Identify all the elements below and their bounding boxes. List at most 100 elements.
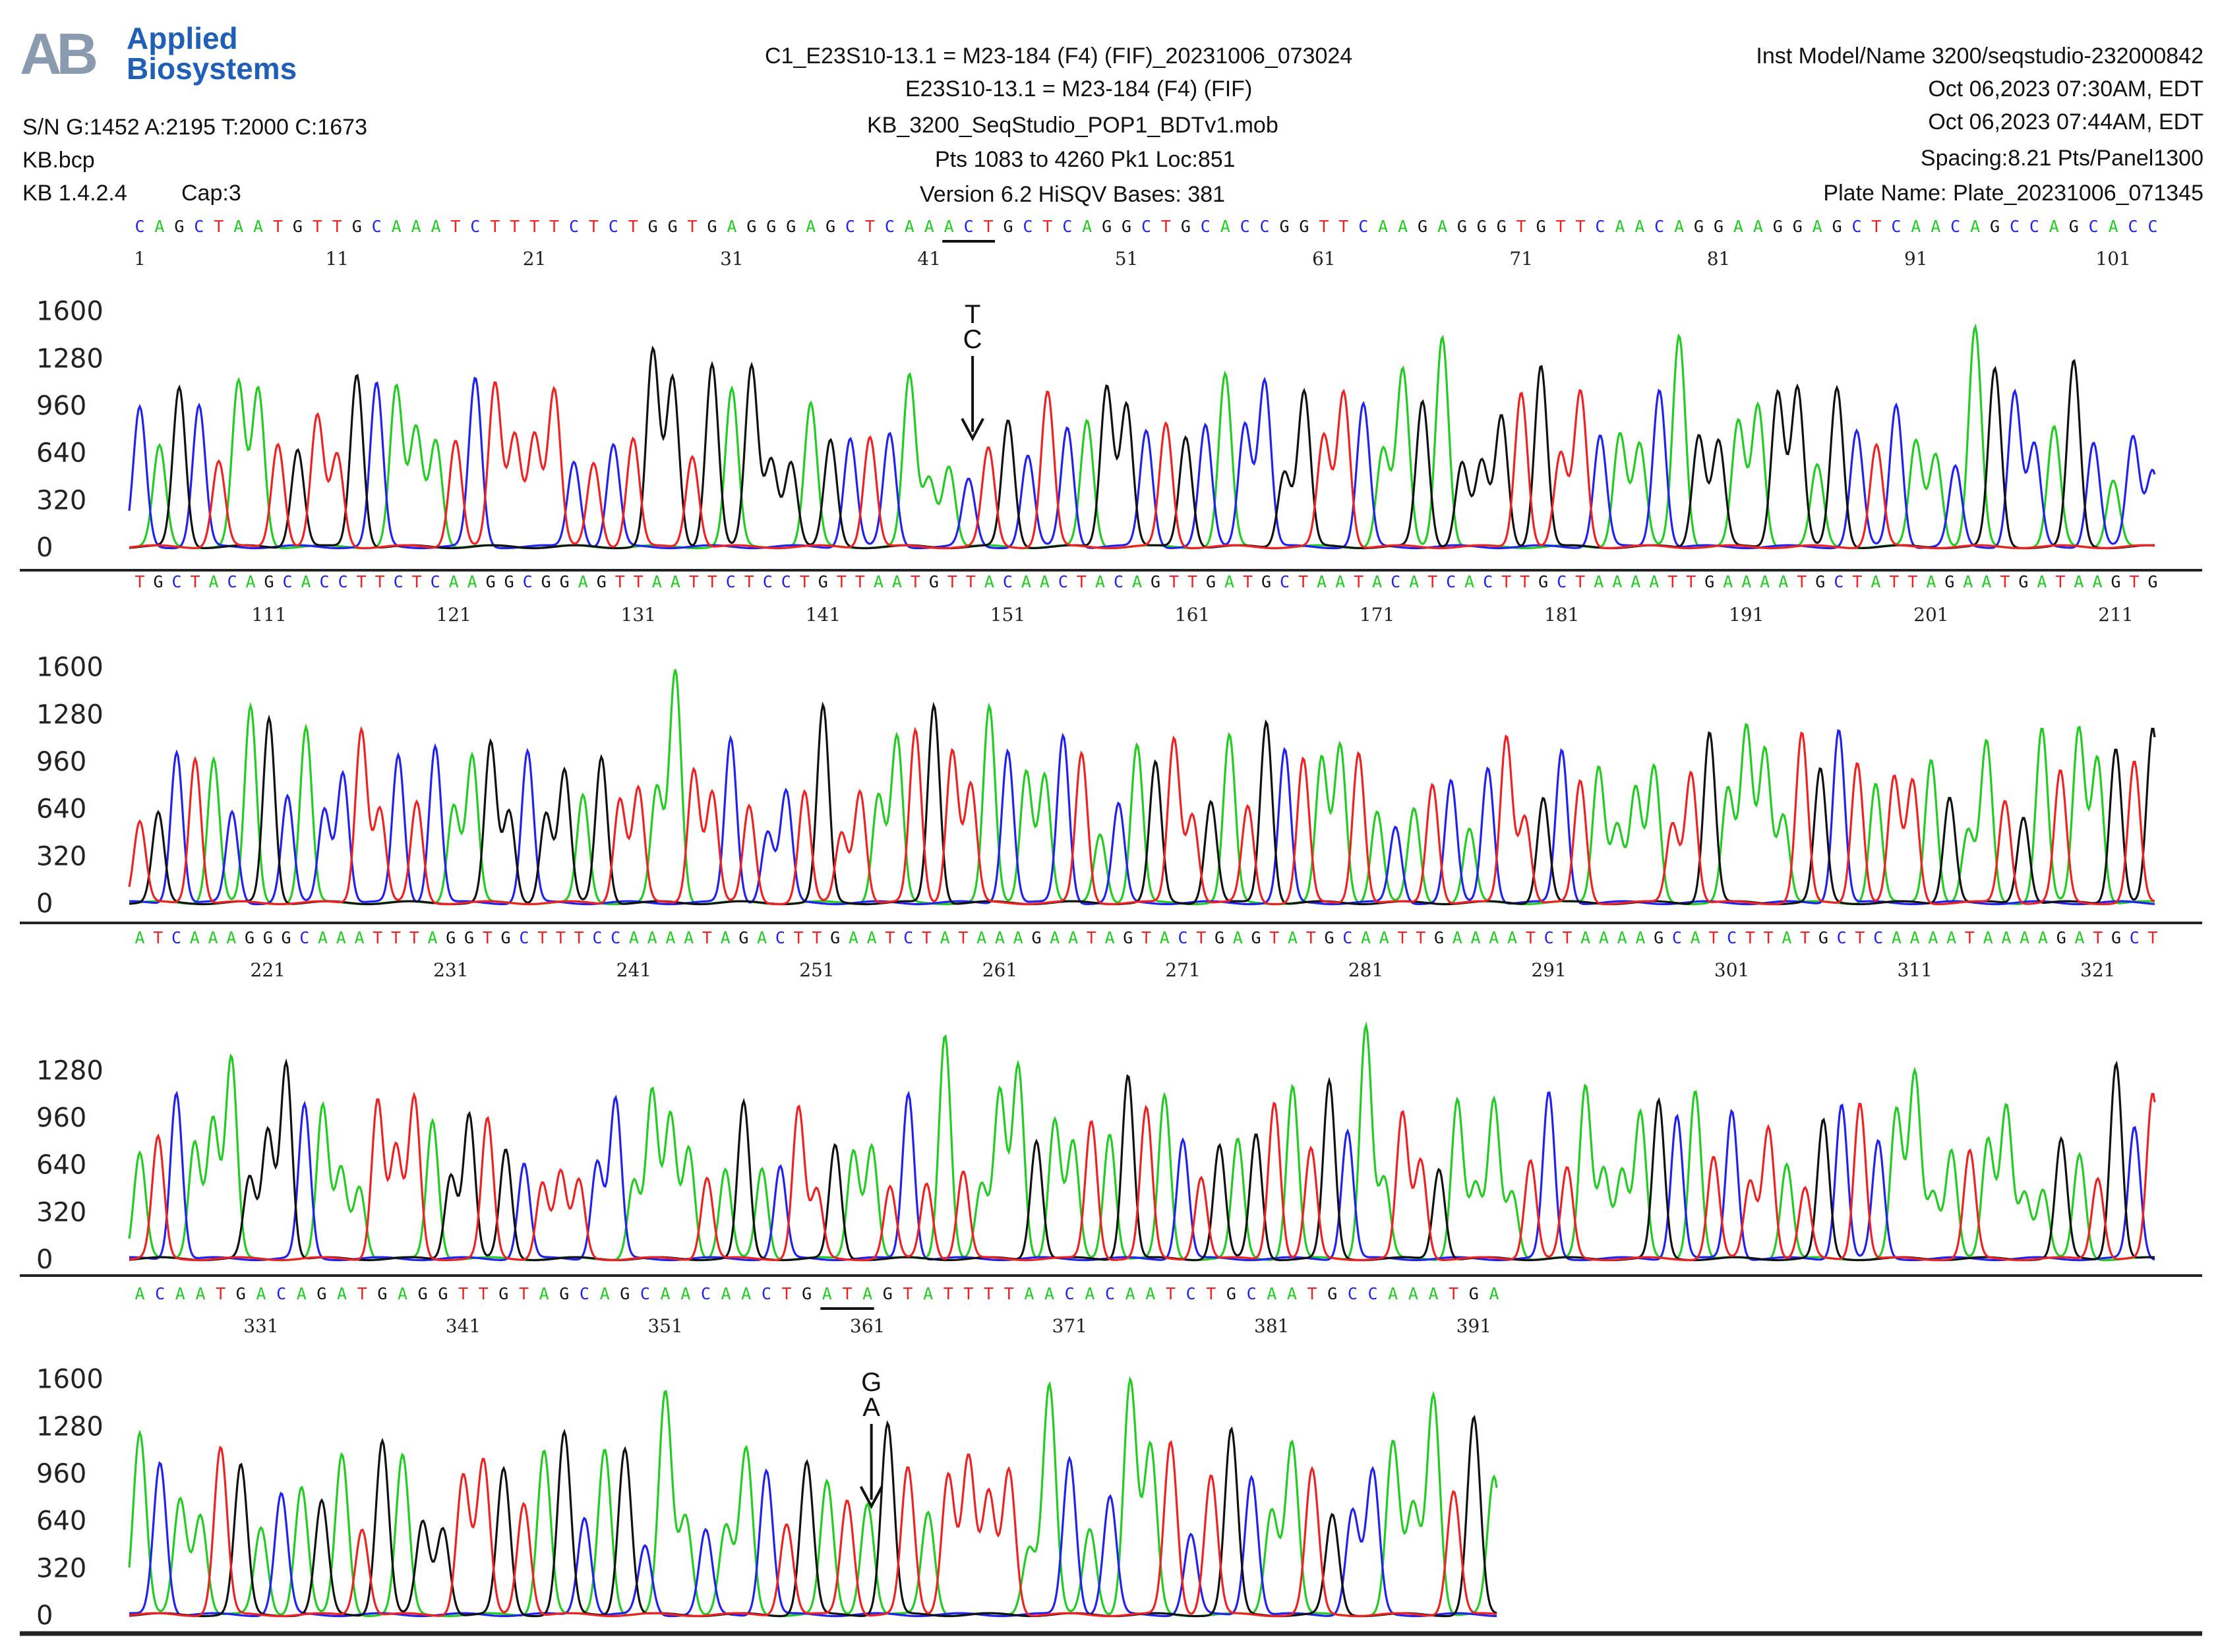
base-call-139: C — [781, 572, 791, 591]
base-call-16: A — [431, 217, 440, 236]
base-call-333: A — [297, 1284, 307, 1303]
base-call-66: G — [1418, 217, 1427, 236]
base-call-118: C — [394, 572, 404, 591]
base-call-261: A — [995, 928, 1005, 947]
base-call-293: A — [1580, 928, 1590, 947]
base-call-370: A — [1044, 1284, 1054, 1303]
base-call-48: C — [1062, 217, 1072, 236]
base-call-29: T — [688, 217, 698, 236]
base-call-142: T — [837, 572, 847, 591]
base-call-269: T — [1141, 928, 1151, 947]
base-call-89: T — [1871, 217, 1881, 236]
position-tick-61: 61 — [1312, 248, 1336, 270]
base-call-84: G — [1773, 217, 1783, 236]
base-call-236: T — [537, 928, 547, 947]
base-call-198: A — [1871, 572, 1880, 591]
base-call-205: T — [2000, 572, 2010, 591]
position-tick-281: 281 — [1348, 959, 1383, 981]
base-call-279: G — [1325, 928, 1334, 947]
base-call-157: C — [1114, 572, 1124, 591]
base-call-201: A — [1926, 572, 1936, 591]
base-call-295: A — [1617, 928, 1627, 947]
base-call-11: T — [332, 217, 342, 236]
base-call-281: A — [1361, 928, 1371, 947]
base-call-174: T — [1427, 572, 1437, 591]
base-call-21: T — [529, 217, 539, 236]
base-call-138: C — [763, 572, 773, 591]
base-call-81: G — [1714, 217, 1723, 236]
position-tick-151: 151 — [990, 604, 1025, 626]
base-call-332: C — [276, 1284, 286, 1303]
base-call-114: C — [320, 572, 330, 591]
capillary-number: Cap:3 — [181, 181, 241, 206]
base-call-101: A — [2109, 217, 2118, 236]
base-call-336: T — [357, 1284, 367, 1303]
base-call-294: A — [1599, 928, 1609, 947]
base-call-340: G — [438, 1284, 448, 1303]
base-call-168: A — [1317, 572, 1327, 591]
base-call-371: C — [1065, 1284, 1075, 1303]
base-call-14: A — [392, 217, 402, 236]
base-call-220: G — [245, 928, 255, 947]
base-call-318: A — [2038, 928, 2048, 947]
position-tick-331: 331 — [243, 1315, 278, 1337]
base-call-382: A — [1287, 1284, 1297, 1303]
base-call-41: A — [924, 217, 934, 236]
base-call-313: A — [1946, 928, 1956, 947]
position-tick-261: 261 — [982, 959, 1017, 981]
points-range: Pts 1083 to 4260 Pk1 Loc:851 — [935, 147, 1236, 172]
spacing-points: Spacing:8.21 Pts/Panel1300 — [1920, 146, 2203, 171]
base-call-160: T — [1169, 572, 1179, 591]
base-call-97: C — [2029, 217, 2039, 236]
base-call-125: C — [523, 572, 533, 591]
base-call-391: G — [1469, 1284, 1479, 1303]
base-call-221: G — [263, 928, 273, 947]
base-call-240: C — [611, 928, 620, 947]
base-call-140: T — [800, 572, 810, 591]
base-call-368: T — [1004, 1284, 1014, 1303]
base-call-131: T — [634, 572, 644, 591]
base-call-319: G — [2056, 928, 2066, 947]
base-call-76: A — [1615, 217, 1625, 236]
base-call-301: C — [1727, 928, 1737, 947]
base-call-282: A — [1379, 928, 1389, 947]
base-call-25: C — [609, 217, 618, 236]
base-call-230: A — [428, 928, 438, 947]
base-call-123: G — [486, 572, 496, 591]
base-call-276: T — [1269, 928, 1279, 947]
base-call-364: A — [923, 1284, 933, 1303]
position-tick-141: 141 — [806, 604, 841, 626]
base-call-217: A — [190, 928, 200, 947]
position-tick-381: 381 — [1254, 1315, 1289, 1337]
base-call-207: A — [2037, 572, 2047, 591]
base-call-344: T — [519, 1284, 529, 1303]
base-call-22: T — [549, 217, 559, 236]
version-hisqv: Version 6.2 HiSQV Bases: 381 — [920, 182, 1226, 207]
base-call-380: C — [1247, 1284, 1257, 1303]
base-call-200: T — [1907, 572, 1917, 591]
base-call-107: T — [190, 572, 200, 591]
base-call-226: A — [355, 928, 365, 947]
base-call-172: C — [1391, 572, 1400, 591]
plate-name: Plate Name: Plate_20231006_071345 — [1823, 181, 2203, 206]
basecaller-file: KB.bcp — [22, 148, 95, 173]
base-call-88: C — [1851, 217, 1861, 236]
base-call-215: T — [153, 928, 163, 947]
base-call-322: G — [2111, 928, 2121, 947]
base-call-233: T — [483, 928, 493, 947]
base-call-192: A — [1760, 572, 1770, 591]
base-call-254: A — [867, 928, 877, 947]
base-call-355: A — [741, 1284, 751, 1303]
base-call-152: A — [1021, 572, 1031, 591]
y-tick-960: 960 — [36, 747, 86, 777]
base-call-228: T — [391, 928, 401, 947]
base-call-258: A — [940, 928, 950, 947]
base-call-176: A — [1464, 572, 1474, 591]
base-call-388: A — [1408, 1284, 1418, 1303]
base-call-5: T — [214, 217, 224, 236]
base-call-129: G — [597, 572, 607, 591]
base-call-378: T — [1206, 1284, 1216, 1303]
position-tick-21: 21 — [523, 248, 547, 270]
base-call-204: A — [1981, 572, 1991, 591]
base-call-317: A — [2020, 928, 2029, 947]
